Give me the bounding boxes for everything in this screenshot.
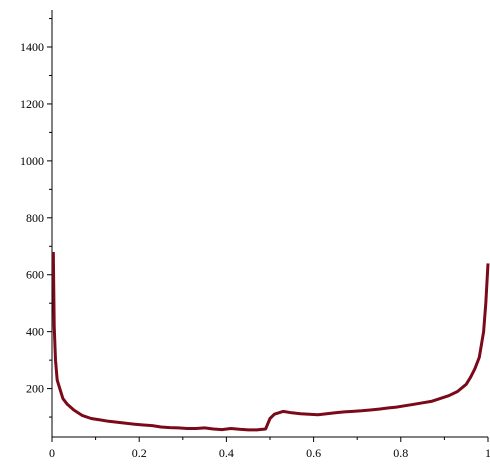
x-tick-label: 0 bbox=[49, 446, 55, 460]
y-tick-label: 800 bbox=[26, 211, 44, 225]
series-line bbox=[51, 251, 490, 432]
y-tick-label: 1400 bbox=[20, 40, 44, 54]
x-tick-label: 0.4 bbox=[219, 446, 234, 460]
series-group bbox=[51, 251, 490, 432]
y-tick-label: 400 bbox=[26, 325, 44, 339]
y-axis: 200 400 600 800 1000 1200 1400 bbox=[20, 10, 53, 437]
y-tick-label: 1200 bbox=[20, 97, 44, 111]
y-tick-label: 1000 bbox=[20, 154, 44, 168]
x-tick-label: 0.2 bbox=[132, 446, 147, 460]
x-axis: 0 0.2 0.4 0.6 0.8 1 bbox=[49, 436, 490, 460]
x-tick-label: 1 bbox=[485, 446, 490, 460]
x-tick-label: 0.6 bbox=[306, 446, 321, 460]
x-tick-label: 0.8 bbox=[393, 446, 408, 460]
y-tick-label: 200 bbox=[26, 382, 44, 396]
y-tick-label: 600 bbox=[26, 268, 44, 282]
